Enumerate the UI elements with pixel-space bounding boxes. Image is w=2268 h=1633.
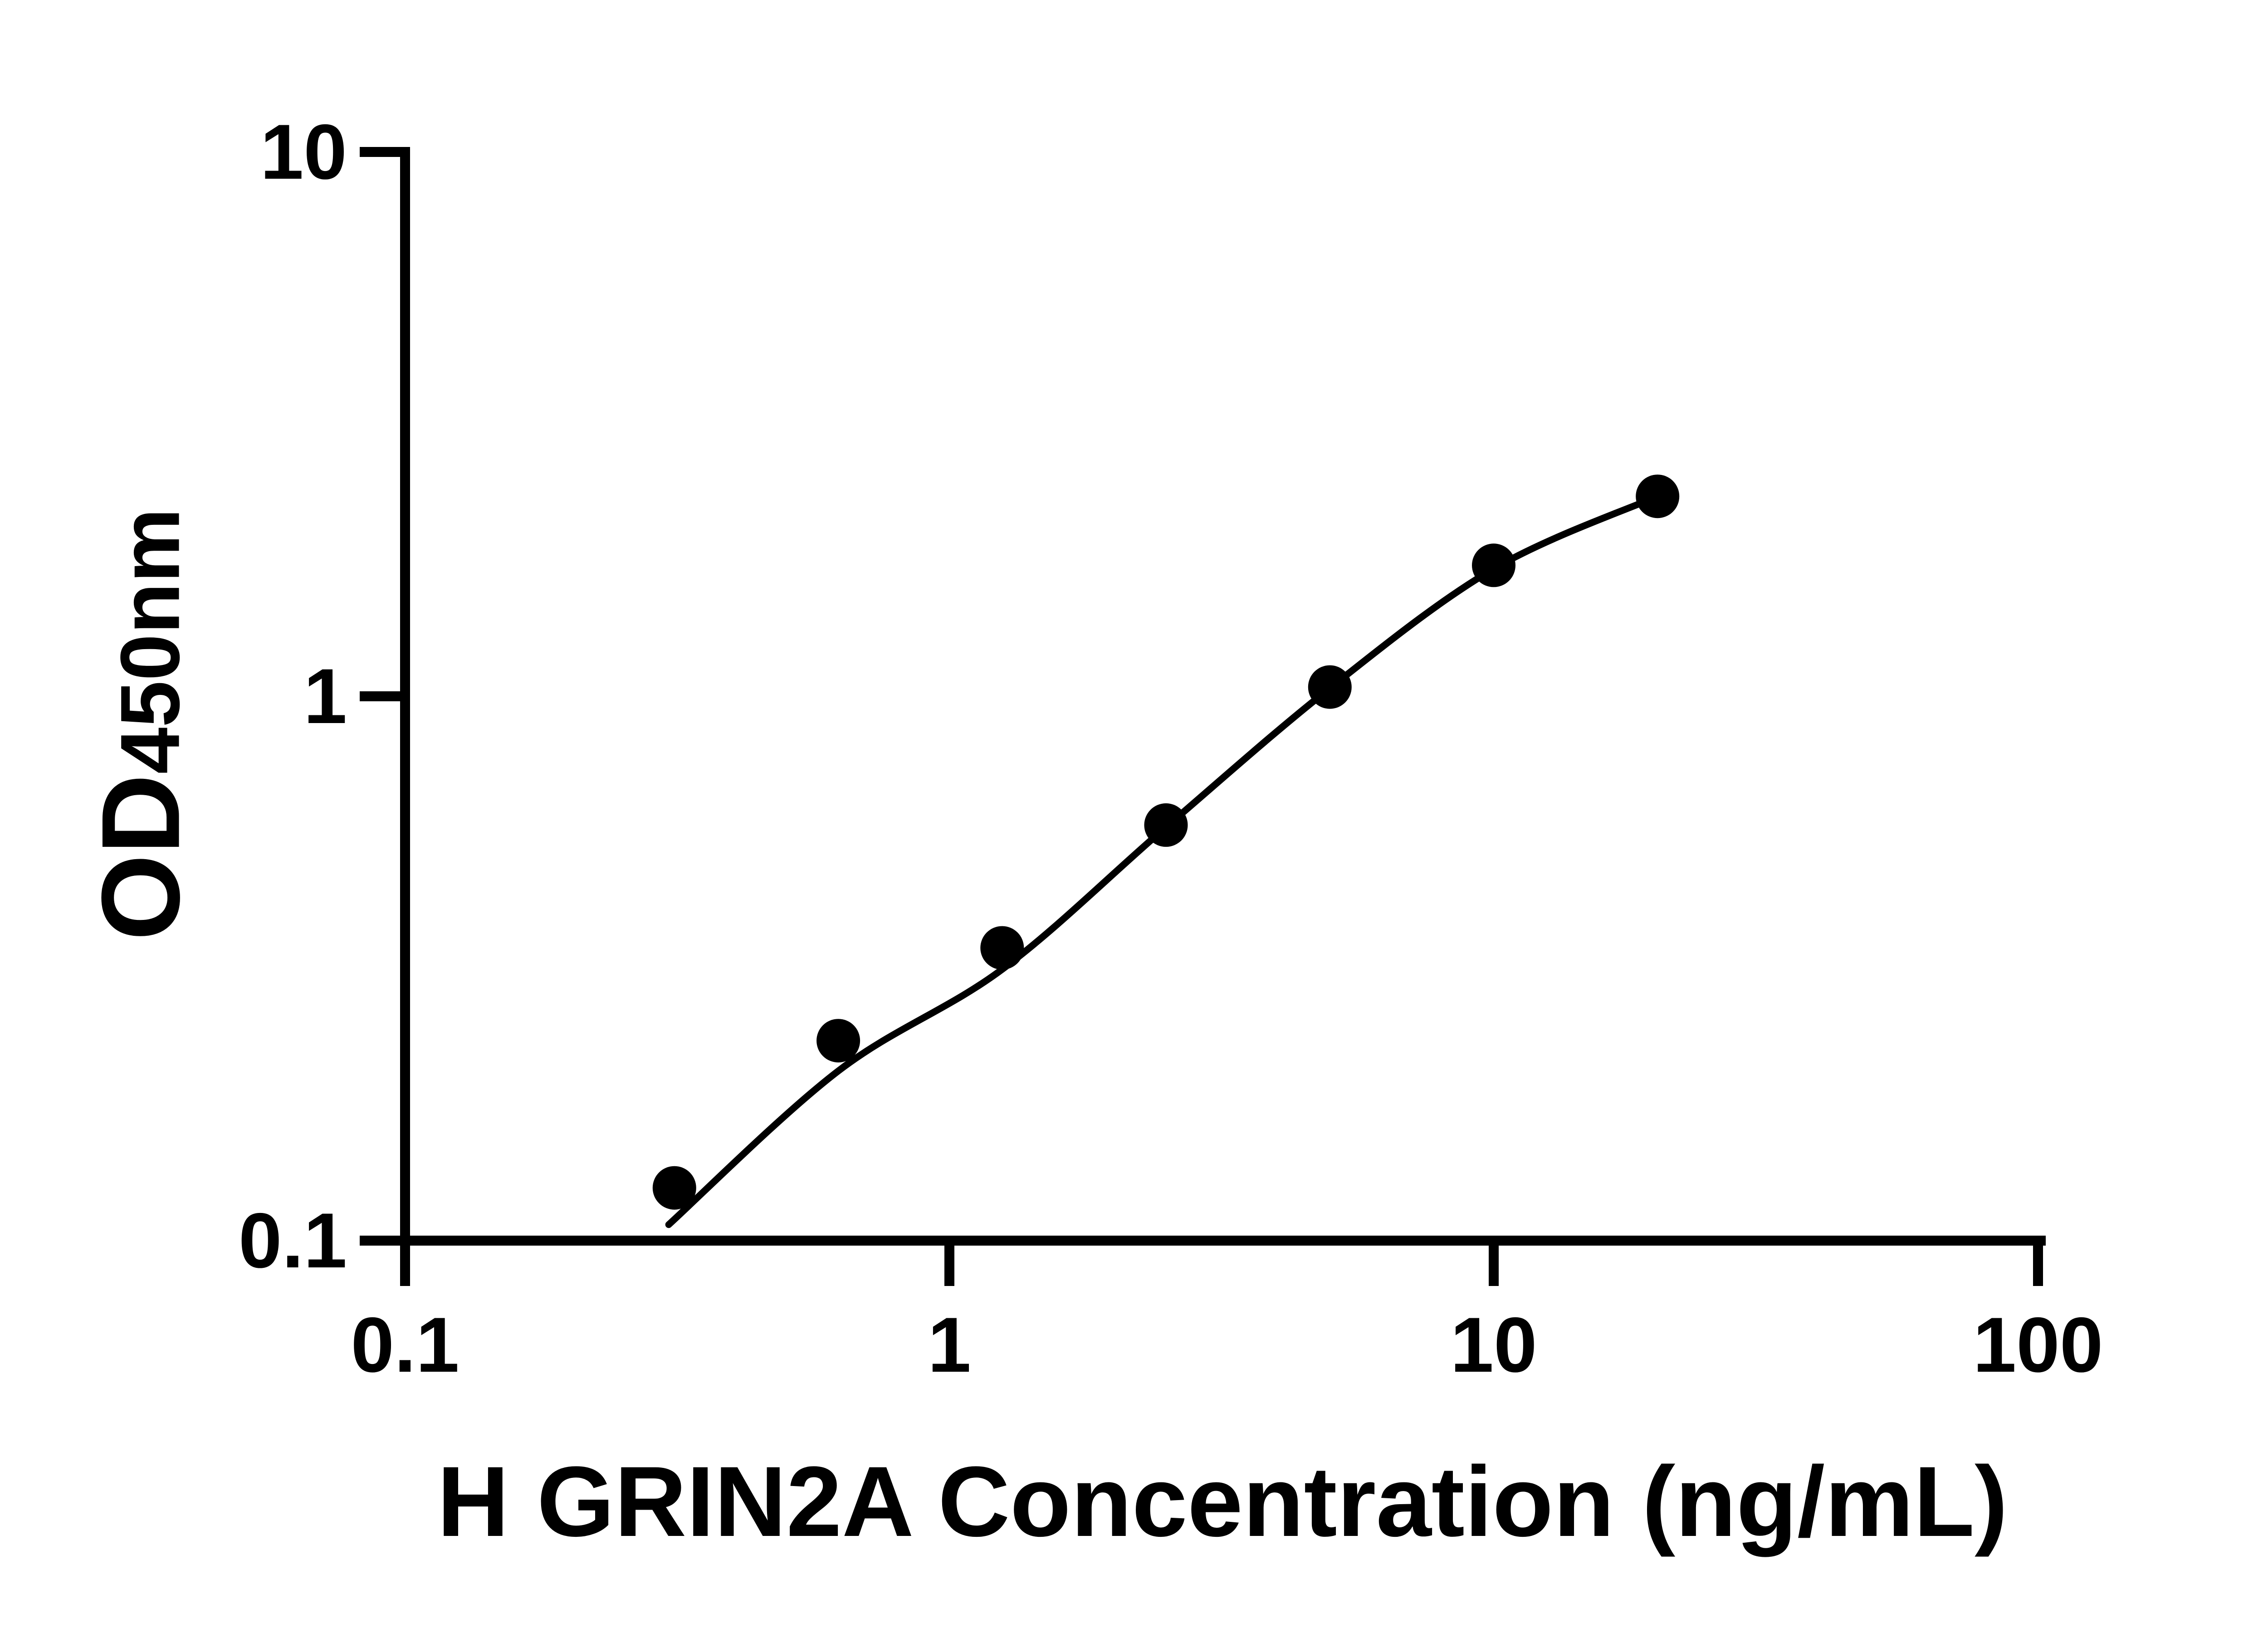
y-tick-label: 10 — [260, 108, 347, 196]
data-point — [980, 926, 1024, 970]
data-point — [1308, 665, 1352, 709]
data-point — [1636, 474, 1680, 518]
data-point — [1472, 543, 1515, 587]
x-axis-title: H GRIN2A Concentration (ng/mL) — [437, 1446, 2008, 1557]
y-axis-title-sub: 450nm — [103, 508, 197, 774]
y-axis-title-main: OD — [78, 774, 203, 941]
x-tick-label: 1 — [928, 1301, 971, 1389]
y-axis-title: OD450nm — [78, 508, 203, 941]
data-point — [816, 1019, 860, 1063]
x-tick-label: 100 — [1973, 1301, 2103, 1389]
x-tick-label: 10 — [1450, 1301, 1537, 1389]
x-tick-label: 0.1 — [351, 1301, 459, 1389]
y-tick-label: 0.1 — [239, 1197, 347, 1284]
axes-and-ticks — [360, 147, 2046, 1286]
data-point — [652, 1166, 696, 1210]
data-point — [1144, 803, 1188, 847]
fit-curve — [665, 493, 1661, 1228]
y-tick-label: 1 — [303, 653, 347, 740]
